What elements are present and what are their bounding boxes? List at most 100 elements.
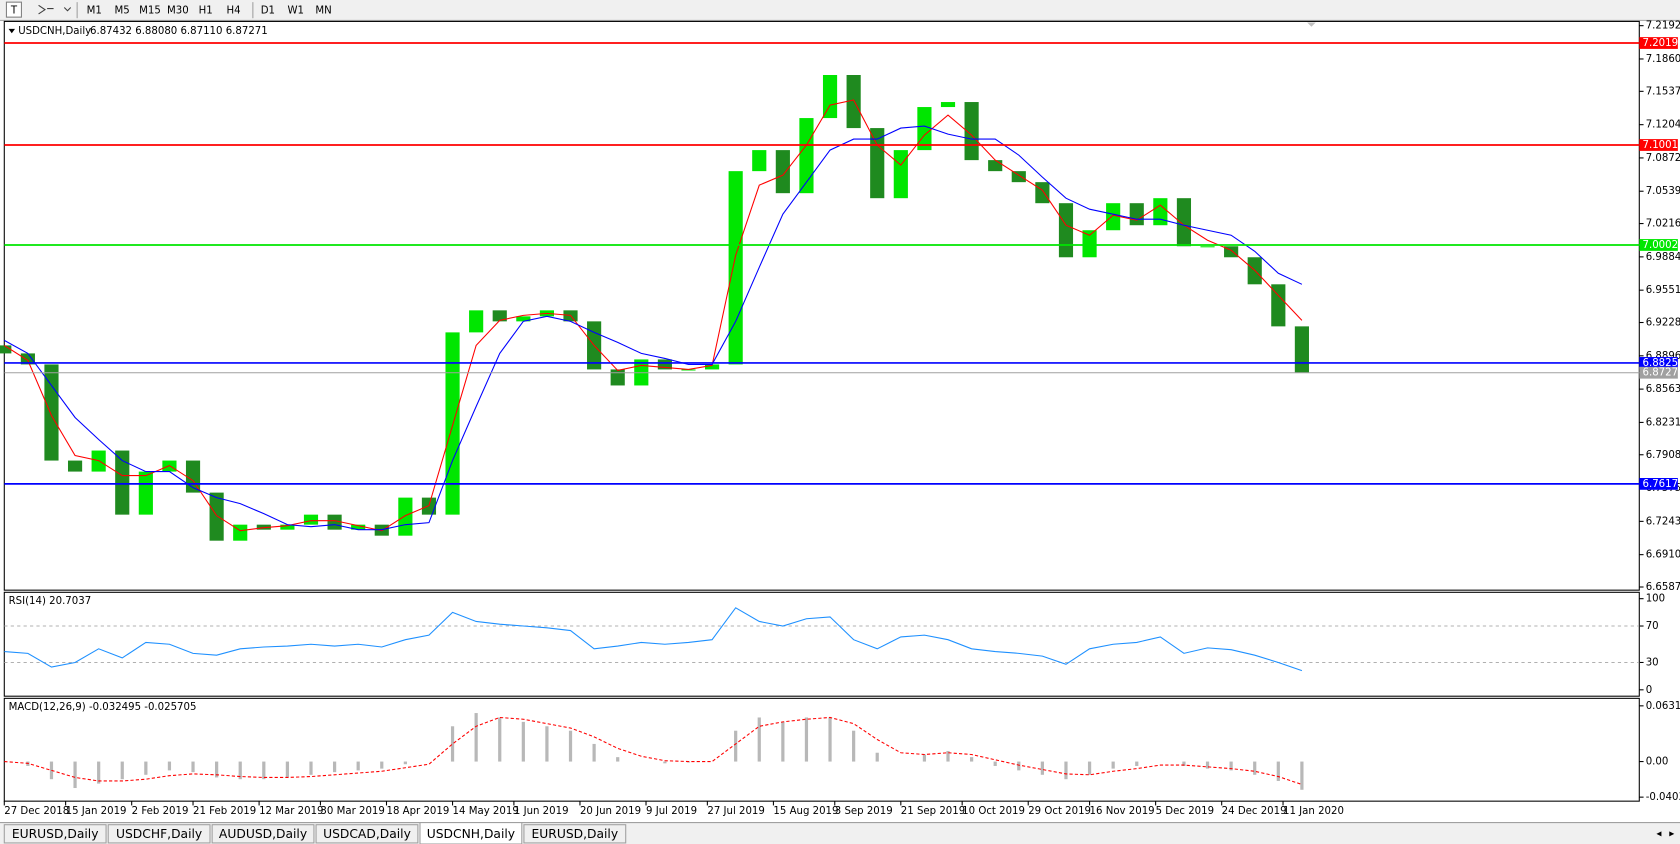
candle [67,460,83,472]
macd-bar [1300,761,1304,790]
x-tick-label: 14 May 2019 [453,806,519,817]
chart-tab-label: AUDUSD,Daily [219,827,307,841]
x-tick-label: 18 Apr 2019 [386,806,449,817]
macd-bar [191,761,195,773]
y-tick-label: 70 [1646,621,1659,632]
chart-tab-label: EURUSD,Daily [12,827,99,841]
candle [1035,182,1050,204]
macd-title: MACD(12,26,9) -0.032495 -0.025705 [9,702,197,713]
x-tick-label: 16 Nov 2019 [1090,806,1155,817]
price-level-tag [1639,139,1678,151]
x-tick-label: 27 Jul 2019 [707,806,764,817]
rsi-line [4,607,1303,672]
y-tick-label: 7.15370 [1646,86,1680,97]
timeframe-button[interactable]: M5 [115,6,130,17]
timeframe-button[interactable]: M1 [87,6,102,17]
toolbar [0,0,1680,21]
y-tick-label: 6.98840 [1646,252,1680,263]
y-tick-label: 6.95515 [1646,285,1680,296]
price-level-tag [1639,357,1678,369]
candle [610,369,625,386]
price-level-label: 6.76171 [1643,479,1680,490]
candle [1294,326,1309,373]
candle [893,150,908,199]
text-tool[interactable] [5,1,22,18]
y-tick-label: 30 [1646,657,1659,668]
macd-bar [1017,761,1021,771]
y-tick-label: 7.02165 [1646,219,1680,230]
x-tick-label: 12 Mar 2019 [259,806,323,817]
macd-bar [1111,761,1115,769]
timeframe-button[interactable]: MN [315,6,331,17]
macd-bar [1253,761,1257,775]
macd-bar [545,726,549,762]
macd-bar [1135,761,1139,766]
timeframe-button[interactable]: W1 [287,6,304,17]
macd-bar [73,761,77,789]
shapes-tool[interactable] [38,4,72,15]
price-level-label: 7.10011 [1643,140,1680,151]
tab-scroll-left[interactable]: ◂ [1656,828,1662,839]
macd-bar [922,754,927,762]
x-tick-label: 21 Sep 2019 [901,806,965,817]
y-tick-label: 6.88960 [1646,351,1680,362]
timeframe-button[interactable]: M15 [139,6,161,17]
candle [657,359,672,370]
macd-bar [1182,761,1186,766]
candle [1011,171,1026,183]
candle [1058,203,1074,258]
macd-bar [380,761,384,769]
candle [752,150,767,172]
x-tick-label: 1 Jun 2019 [514,806,569,817]
x-tick-label: 3 Sep 2019 [835,806,893,817]
macd-bar [356,761,360,771]
text-tool-icon: T [10,6,18,17]
macd-signal [4,716,1303,785]
chart-tab[interactable] [419,822,523,844]
candle [1224,246,1239,258]
shift-marker [1307,22,1316,27]
candle [1176,198,1192,247]
candle [0,345,12,354]
macd-bar [969,757,974,762]
timeframe-button[interactable]: H1 [199,6,213,17]
macd-bar [568,730,573,762]
macd-bar [1064,761,1068,780]
candle [775,150,790,194]
x-tick-label: 15 Aug 2019 [773,806,838,817]
macd-bar [498,717,502,762]
chart-tab[interactable] [211,824,315,844]
chart-tab[interactable] [315,824,419,844]
price-level-label: 6.88250 [1643,358,1680,369]
symbol-dropdown[interactable] [8,28,15,34]
candle [1200,246,1215,248]
macd-bar [734,730,738,762]
macd-bar [403,761,407,765]
y-tick-label: 0 [1646,685,1652,696]
timeframe-button[interactable]: M30 [167,6,189,17]
chart-tab-label: USDCNH,Daily [427,827,515,841]
timeframe-button[interactable]: D1 [261,6,275,17]
y-tick-label: 0.00 [1646,757,1669,768]
chart-title: USDCNH,Daily [18,26,91,37]
macd-bar [450,726,455,762]
macd-bar [828,717,832,762]
tab-scroll-right[interactable]: ▸ [1669,828,1675,839]
candle [351,524,366,530]
rsi-title: RSI(14) 20.7037 [9,596,92,607]
candle [1153,198,1168,226]
candle [799,118,814,194]
candle [303,514,319,525]
chart-tab[interactable] [107,824,211,844]
y-tick-label: 100 [1646,594,1665,605]
moving-average [3,99,1303,532]
candle [115,450,130,515]
chart-tab[interactable] [3,824,107,844]
chart-tab[interactable] [523,824,627,844]
price-level-tag [1639,478,1678,490]
macd-bar [852,730,856,762]
y-tick-label: -0.04035 [1646,792,1680,803]
macd-bar [97,761,101,784]
timeframe-button[interactable]: H4 [227,6,241,17]
macd-bar [167,761,172,771]
